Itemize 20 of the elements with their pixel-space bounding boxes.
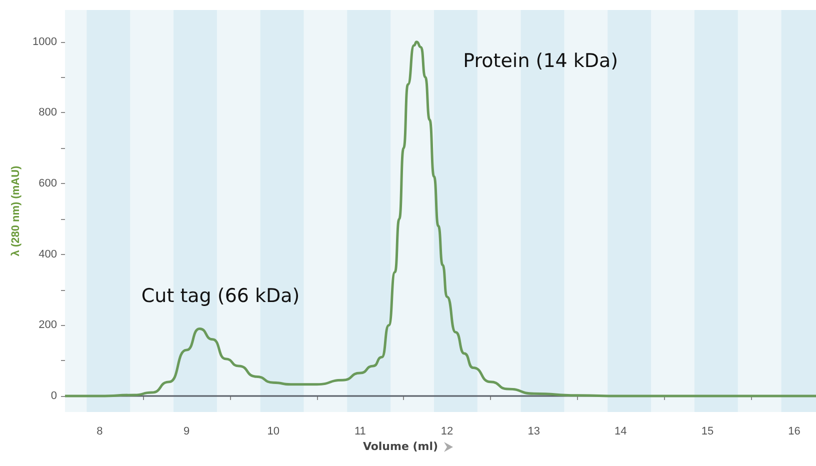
line-series (64, 40, 816, 398)
x-tick-label: 15 (701, 426, 714, 438)
x-tick-label: 16 (788, 426, 800, 438)
x-tick-label: 10 (267, 426, 280, 438)
x-tick-label: 12 (440, 426, 454, 438)
y-tick-label: 400 (38, 248, 57, 260)
y-tick-label: 200 (38, 319, 57, 332)
x-tick-label: 11 (354, 426, 366, 438)
annotation: Cut tag (66 kDa) (141, 284, 300, 307)
y-tick-label: 1000 (32, 36, 57, 48)
annotation: Protein (14 kDa) (463, 50, 618, 72)
x-tick-label: 13 (528, 426, 540, 438)
y-tick-label: 0 (50, 390, 57, 402)
x-tick-label: 8 (96, 426, 103, 438)
x-tick-label: 14 (614, 426, 627, 438)
y-tick-label: 600 (38, 178, 57, 190)
y-axis-title: λ (280 nm) (mAU) (10, 165, 22, 256)
y-tick-label: 800 (38, 106, 57, 119)
x-tick-label: 9 (183, 426, 190, 438)
x-axis-title: Volume (ml) (362, 440, 438, 453)
